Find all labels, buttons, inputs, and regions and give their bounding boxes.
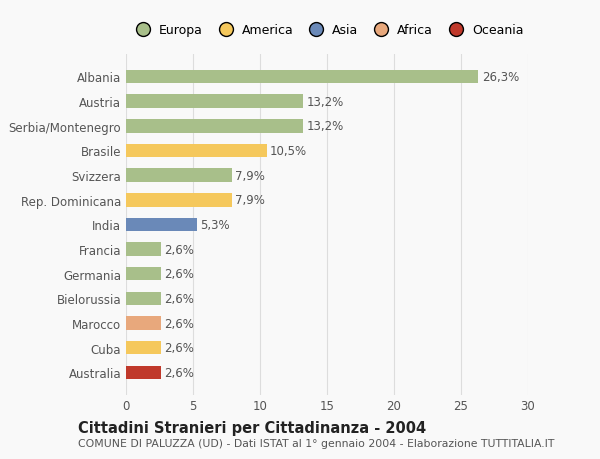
Bar bbox=[126, 95, 303, 109]
Text: 13,2%: 13,2% bbox=[306, 120, 343, 133]
Text: 5,3%: 5,3% bbox=[200, 218, 230, 231]
Bar bbox=[126, 317, 161, 330]
Bar bbox=[126, 169, 232, 183]
Bar bbox=[126, 71, 478, 84]
Bar bbox=[126, 243, 161, 256]
Text: 2,6%: 2,6% bbox=[164, 317, 194, 330]
Text: 2,6%: 2,6% bbox=[164, 243, 194, 256]
Text: Cittadini Stranieri per Cittadinanza - 2004: Cittadini Stranieri per Cittadinanza - 2… bbox=[78, 420, 426, 436]
Bar bbox=[126, 341, 161, 355]
Text: COMUNE DI PALUZZA (UD) - Dati ISTAT al 1° gennaio 2004 - Elaborazione TUTTITALIA: COMUNE DI PALUZZA (UD) - Dati ISTAT al 1… bbox=[78, 438, 554, 448]
Bar bbox=[126, 120, 303, 133]
Text: 2,6%: 2,6% bbox=[164, 341, 194, 354]
Text: 2,6%: 2,6% bbox=[164, 292, 194, 305]
Text: 7,9%: 7,9% bbox=[235, 169, 265, 182]
Legend: Europa, America, Asia, Africa, Oceania: Europa, America, Asia, Africa, Oceania bbox=[127, 21, 527, 41]
Text: 13,2%: 13,2% bbox=[306, 95, 343, 108]
Bar bbox=[126, 292, 161, 306]
Bar bbox=[126, 218, 197, 232]
Bar bbox=[126, 267, 161, 281]
Text: 10,5%: 10,5% bbox=[270, 145, 307, 157]
Text: 2,6%: 2,6% bbox=[164, 366, 194, 379]
Text: 26,3%: 26,3% bbox=[482, 71, 519, 84]
Bar bbox=[126, 194, 232, 207]
Text: 7,9%: 7,9% bbox=[235, 194, 265, 207]
Bar bbox=[126, 366, 161, 379]
Bar bbox=[126, 144, 267, 158]
Text: 2,6%: 2,6% bbox=[164, 268, 194, 280]
